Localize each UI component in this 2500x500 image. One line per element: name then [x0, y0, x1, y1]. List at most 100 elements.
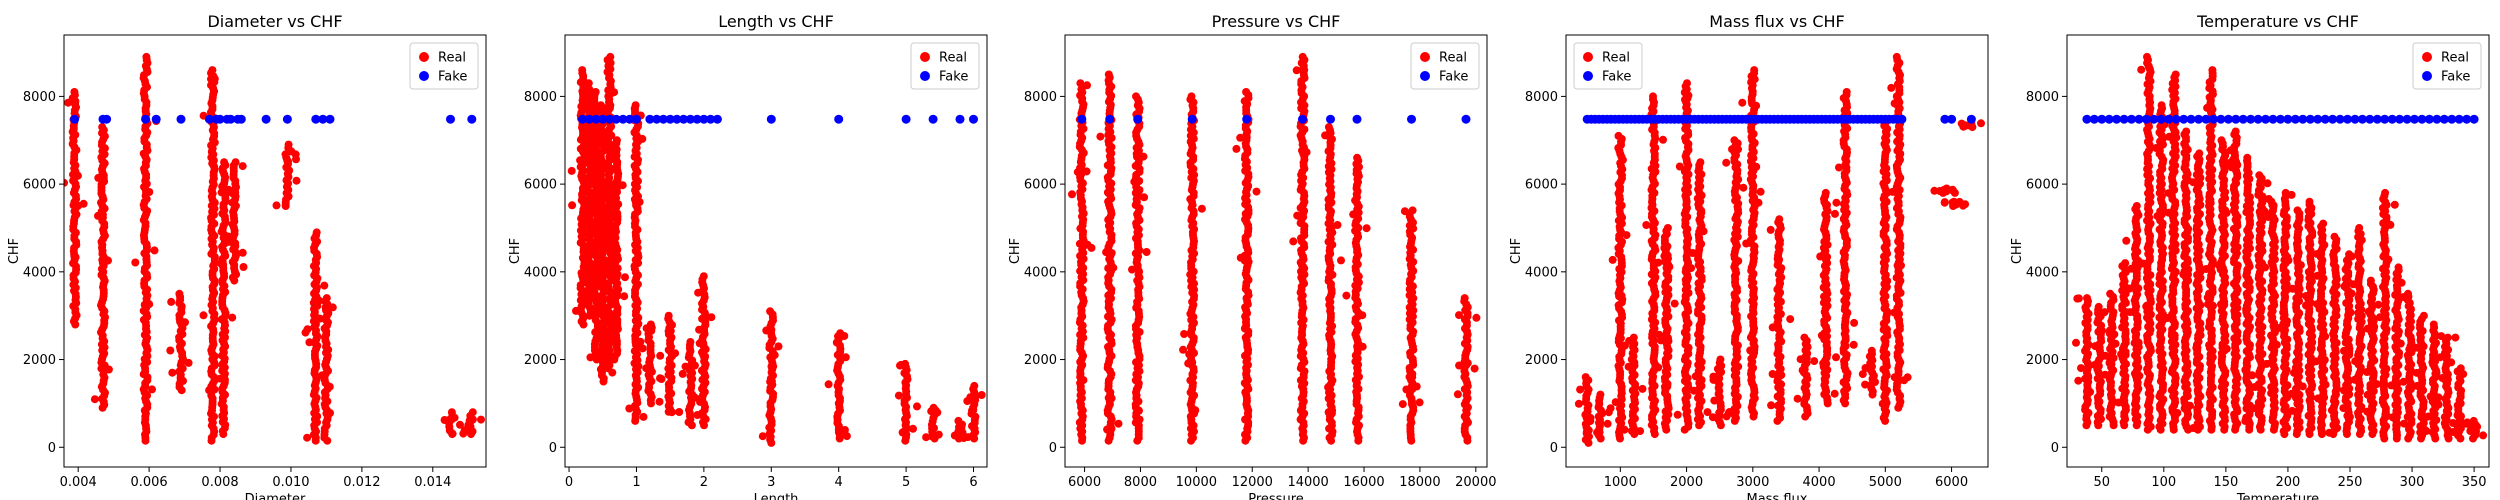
real-point — [1415, 398, 1424, 407]
real-point — [73, 171, 82, 180]
real-point — [220, 158, 229, 167]
real-point — [642, 364, 651, 373]
real-point — [104, 365, 113, 374]
real-point — [1102, 248, 1111, 257]
fake-point — [1352, 114, 1362, 124]
real-point — [1722, 158, 1731, 167]
real-point — [1620, 425, 1629, 434]
real-point — [1793, 394, 1802, 403]
real-column — [1642, 92, 1669, 439]
real-point — [238, 162, 247, 171]
real-column — [824, 329, 851, 443]
real-point — [1076, 79, 1085, 88]
real-point — [1831, 209, 1839, 218]
real-point — [1821, 188, 1830, 197]
real-point — [1849, 340, 1858, 349]
real-point — [584, 79, 593, 88]
real-point — [207, 147, 216, 156]
real-point — [1649, 92, 1657, 101]
real-column — [166, 289, 193, 395]
real-point — [1636, 427, 1645, 436]
fake-series — [578, 114, 978, 124]
y-tick-label: 6000 — [23, 178, 56, 193]
real-point — [468, 408, 477, 417]
real-point — [954, 416, 963, 425]
fake-point — [665, 114, 675, 124]
real-column — [1858, 346, 1879, 399]
fake-point — [699, 114, 709, 124]
fake-point — [1242, 114, 1252, 124]
real-point — [175, 289, 184, 298]
real-point — [1622, 231, 1631, 240]
real-point — [1681, 275, 1690, 284]
real-point — [664, 407, 673, 416]
real-point — [1890, 99, 1899, 108]
real-point — [580, 141, 589, 150]
real-point — [94, 211, 102, 220]
y-tick-label: 4000 — [524, 265, 557, 280]
real-column — [459, 408, 485, 439]
real-point — [1586, 417, 1595, 426]
real-column — [1321, 123, 1345, 445]
real-column — [758, 307, 783, 447]
real-point — [90, 395, 99, 404]
real-point — [312, 228, 321, 237]
real-point — [1892, 52, 1901, 61]
real-point — [292, 176, 301, 185]
real-point — [1955, 197, 1964, 206]
real-point — [568, 201, 577, 210]
chart-title: Diameter vs CHF — [207, 12, 342, 31]
real-point — [591, 88, 600, 96]
real-point — [322, 294, 331, 303]
real-point — [448, 412, 457, 421]
real-point — [1840, 342, 1849, 351]
fake-point — [578, 114, 587, 124]
real-point — [1823, 200, 1831, 209]
real-point — [1830, 389, 1839, 398]
y-tick-label: 4000 — [1024, 265, 1057, 280]
y-tick-label: 8000 — [524, 90, 557, 105]
real-point — [930, 424, 938, 433]
real-point — [1882, 124, 1891, 133]
real-column — [1179, 92, 1206, 445]
fake-point — [215, 114, 225, 124]
real-point — [103, 256, 112, 265]
x-tick-label: 16000 — [1343, 475, 1384, 490]
real-point — [166, 346, 175, 355]
real-point — [145, 300, 154, 309]
real-point — [1362, 224, 1371, 233]
real-column — [1398, 206, 1424, 445]
y-tick-label: 2000 — [23, 353, 56, 368]
x-tick-label: 0.008 — [201, 475, 238, 490]
fake-point — [151, 114, 161, 124]
real-point — [98, 123, 107, 132]
real-point — [1703, 408, 1712, 417]
y-tick-label: 0 — [549, 441, 557, 456]
real-point — [969, 406, 978, 414]
real-point — [606, 52, 615, 61]
real-column — [1708, 355, 1734, 430]
legend-marker-fake — [1583, 71, 1593, 81]
real-point — [1883, 325, 1891, 334]
fake-point — [712, 114, 722, 124]
x-tick-label: 8000 — [1124, 475, 1157, 490]
real-point — [464, 421, 473, 430]
real-point — [1241, 209, 1250, 218]
real-column — [1738, 66, 1765, 421]
real-point — [1608, 255, 1617, 264]
real-point — [602, 131, 611, 140]
real-point — [1412, 382, 1421, 391]
real-point — [1455, 311, 1463, 320]
fake-point — [311, 114, 321, 124]
real-column — [1232, 88, 1261, 445]
real-point — [894, 391, 903, 400]
legend-label-real: Real — [1439, 51, 1467, 66]
real-point — [625, 404, 634, 413]
real-column — [636, 320, 665, 408]
real-point — [922, 433, 931, 442]
y-tick-label: 8000 — [1024, 90, 1057, 105]
real-point — [1798, 366, 1807, 375]
real-point — [699, 272, 708, 281]
real-point — [2132, 394, 2141, 403]
